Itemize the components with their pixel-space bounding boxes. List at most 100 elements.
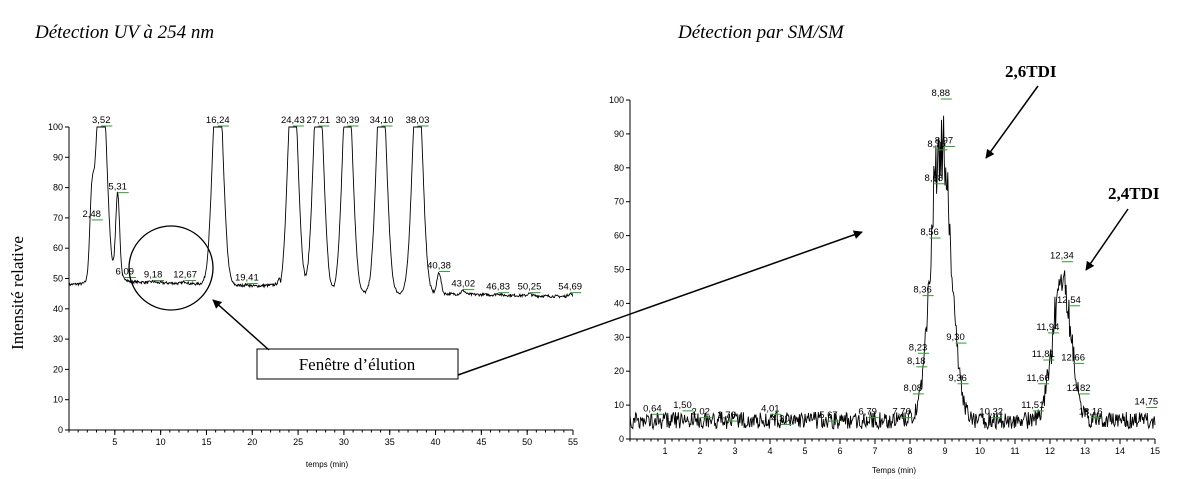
left-title: Détection UV à 254 nm	[34, 22, 214, 43]
msms-peak-label: 9,30	[946, 332, 965, 343]
msms-x-tick-label: 5	[802, 446, 807, 456]
uv-chromatogram: temps (min) 0 10 20 30 40 50 60 70 80 90 100 5 10 15 2…	[48, 115, 582, 469]
uv-peak-label: 40,38	[427, 260, 451, 271]
uv-peak-label: 34,10	[370, 115, 394, 126]
uv-x-tick-label: 20	[247, 437, 257, 447]
right-title: Détection par SM/SM	[677, 22, 845, 43]
msms-peak-label: 7,76	[892, 407, 911, 418]
uv-peak-label: 9,18	[144, 270, 163, 281]
uv-y-tick-label: 80	[53, 183, 63, 193]
uv-x-tick-label: 10	[156, 437, 166, 447]
msms-peak-label: 4,30	[771, 413, 790, 424]
uv-peak-label: 30,39	[336, 115, 360, 126]
msms-peak-label: 8,76	[927, 139, 946, 150]
msms-peak-label: 12,54	[1057, 295, 1081, 306]
uv-y-tick-label: 70	[53, 213, 63, 223]
msms-peak-label: 8,23	[909, 342, 928, 353]
msms-peak-label: 12,82	[1067, 383, 1091, 394]
uv-x-axis-label: temps (min)	[306, 460, 349, 469]
uv-peak-label: 5,31	[108, 182, 127, 193]
uv-peak-label: 19,41	[235, 273, 259, 284]
uv-x-tick-label: 55	[568, 437, 578, 447]
msms-peak-label: 8,08	[904, 383, 923, 394]
msms-peak-label: 8,56	[920, 227, 939, 238]
msms-peak-label: 11,51	[1021, 400, 1044, 411]
msms-peak-label: 11,81	[1032, 349, 1055, 360]
uv-y-tick-label: 0	[58, 425, 63, 435]
msms-x-tick-label: 15	[1150, 446, 1160, 456]
elution-window-label: Fenêtre d’élution	[299, 355, 416, 374]
uv-peak-label: 43,02	[451, 279, 475, 290]
msms-peak-label: 1,50	[673, 400, 692, 411]
arrow-2-4-tdi	[1085, 208, 1129, 271]
y-axis-label: Intensité relative	[8, 236, 27, 350]
uv-peak-label: 38,03	[406, 115, 430, 126]
uv-x-tick-label: 15	[201, 437, 211, 447]
msms-y-tick-label: 20	[614, 366, 624, 376]
msms-x-tick-label: 6	[837, 446, 842, 456]
uv-x-tick-label: 45	[476, 437, 486, 447]
uv-y-tick-label: 100	[48, 122, 63, 132]
msms-peak-label: 11,94	[1036, 322, 1059, 333]
msms-x-tick-label: 7	[872, 446, 877, 456]
msms-peak-label: 12,66	[1061, 352, 1085, 363]
msms-x-tick-label: 8	[907, 446, 912, 456]
msms-peak-label: 8,36	[913, 285, 932, 296]
arrow-window-to-msms	[457, 230, 863, 376]
msms-y-tick-label: 40	[614, 298, 624, 308]
uv-y-tick-label: 30	[53, 334, 63, 344]
msms-peak-label: 8,68	[925, 173, 944, 184]
uv-y-tick-label: 60	[53, 243, 63, 253]
msms-peak-label: 14,75	[1134, 396, 1158, 407]
uv-trace	[68, 126, 574, 299]
elution-window-box	[256, 348, 459, 380]
uv-peak-label: 24,43	[281, 115, 305, 126]
msms-peak-label: 11,66	[1027, 373, 1050, 384]
peak-label-2-4-tdi: 2,4TDI	[1108, 184, 1160, 203]
msms-x-tick-label: 4	[767, 446, 772, 456]
uv-peak-label: 50,25	[518, 282, 542, 293]
uv-peak-label: 2,48	[82, 209, 101, 220]
uv-y-tick-label: 90	[53, 152, 63, 162]
peak-label-2-6-tdi: 2,6TDI	[1005, 62, 1057, 81]
msms-y-tick-label: 80	[614, 163, 624, 173]
msms-peak-label: 8,88	[932, 88, 951, 99]
msms-x-tick-label: 14	[1115, 446, 1125, 456]
elution-window-circle	[128, 225, 214, 311]
uv-x-tick-label: 25	[293, 437, 303, 447]
uv-peak-label: 27,21	[306, 115, 330, 126]
msms-trace	[629, 115, 1156, 431]
uv-y-tick-label: 20	[53, 364, 63, 374]
uv-x-tick-label: 35	[385, 437, 395, 447]
msms-peak-label: 2,02	[691, 407, 710, 418]
msms-x-axis-label: Temps (min)	[872, 466, 916, 475]
msms-x-tick-label: 12	[1045, 446, 1055, 456]
msms-peak-label: 6,79	[858, 407, 877, 418]
msms-x-tick-label: 11	[1010, 446, 1019, 456]
msms-y-tick-label: 100	[609, 95, 624, 105]
uv-y-tick-label: 40	[53, 304, 63, 314]
msms-peak-label: 8,18	[907, 356, 926, 367]
arrow-window-to-uv	[212, 299, 270, 351]
uv-peak-label: 3,52	[92, 115, 111, 126]
msms-peak-label: 9,36	[948, 373, 967, 384]
msms-peak-label: 5,67	[819, 410, 838, 421]
uv-y-tick-label: 50	[53, 274, 63, 284]
msms-peak-label: 2,76	[717, 410, 736, 421]
msms-y-tick-label: 90	[614, 129, 624, 139]
msms-y-tick-label: 70	[614, 197, 624, 207]
uv-peak-label: 12,67	[173, 270, 197, 281]
msms-x-tick-label: 3	[732, 446, 737, 456]
msms-x-tick-label: 9	[942, 446, 947, 456]
uv-x-tick-label: 40	[431, 437, 441, 447]
msms-y-tick-label: 60	[614, 231, 624, 241]
arrow-2-6-tdi	[985, 85, 1039, 159]
msms-peak-label: 8,97	[935, 135, 954, 146]
msms-peak-label: 10,32	[979, 407, 1003, 418]
msms-y-tick-label: 10	[614, 400, 624, 410]
uv-x-tick-label: 30	[339, 437, 349, 447]
msms-y-tick-label: 50	[614, 265, 624, 275]
msms-peak-label: 13,16	[1079, 407, 1103, 418]
msms-y-tick-label: 0	[619, 434, 624, 444]
